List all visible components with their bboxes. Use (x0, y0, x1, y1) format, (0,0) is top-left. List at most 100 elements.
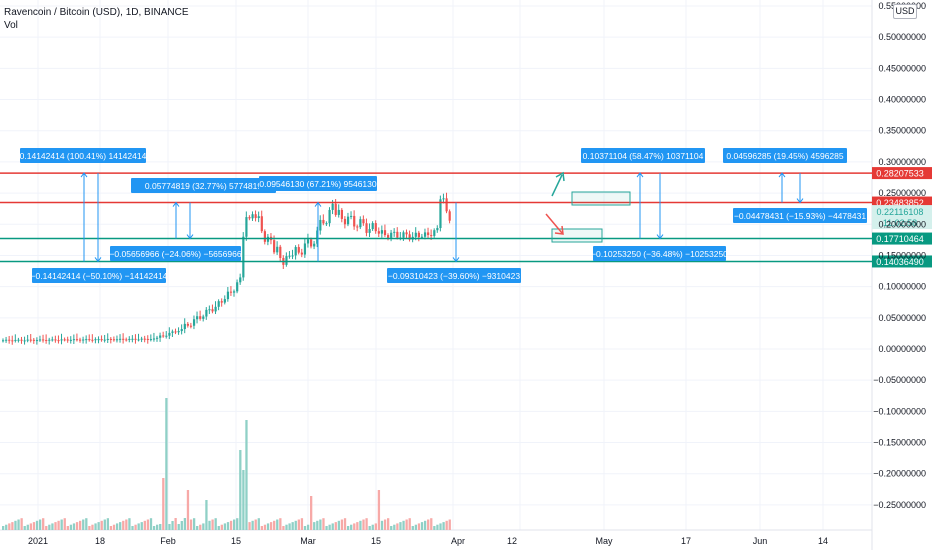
candle (51, 339, 54, 341)
candle (112, 339, 116, 341)
candle (180, 329, 183, 332)
time-tick-label: 2021 (28, 536, 48, 546)
time-tick-label: 15 (231, 536, 241, 546)
volume-bar (180, 521, 183, 530)
candle (343, 218, 347, 225)
currency-button[interactable]: USD (893, 4, 917, 19)
candle (20, 339, 23, 341)
measure-label: −0.04478431 (−15.93%) −4478431 (734, 211, 866, 221)
candle (189, 325, 193, 327)
candle (303, 243, 307, 255)
volume-bar (442, 522, 445, 530)
volume-bar (420, 522, 424, 530)
volume-bar (239, 450, 242, 530)
volume-bar (417, 523, 421, 530)
volume-bar (226, 522, 230, 530)
volume-bar (54, 522, 57, 530)
level-price-label: 0.17710464 (876, 234, 924, 244)
volume-bar (20, 518, 23, 530)
measure-label-box (593, 246, 726, 261)
level-price-label: 0.28207533 (876, 169, 924, 179)
candle (131, 338, 134, 340)
time-tick-label: 14 (818, 536, 828, 546)
candle (109, 338, 112, 340)
volume-bar (423, 520, 427, 530)
arrow-head (555, 171, 565, 182)
volume-bar (23, 526, 26, 530)
volume-bar (427, 519, 430, 530)
candle (356, 226, 359, 228)
volume-bar (2, 526, 5, 530)
arrow-head (656, 234, 664, 240)
measure-label: −0.09310423 (−39.60%) −9310423 (388, 271, 520, 281)
candle (143, 338, 146, 340)
candle (146, 338, 149, 340)
volume-bar (109, 526, 113, 530)
volume-bar (122, 520, 125, 530)
volume-bar (328, 524, 331, 530)
price-tick-label: 0.15000000 (878, 250, 926, 260)
volume-bar (202, 523, 205, 530)
candle (229, 291, 233, 293)
volume-bar (365, 518, 368, 530)
volume-bar (26, 524, 29, 530)
volume-bar (294, 520, 297, 530)
volume-bar (263, 524, 267, 530)
volume-bar (396, 523, 399, 530)
candle (276, 246, 279, 253)
volume-bar (430, 518, 433, 530)
level-price-label: 0.14036490 (876, 257, 924, 267)
volume-bar (411, 526, 414, 530)
arrow-head (80, 172, 88, 178)
price-tick-label: 0.10000000 (878, 282, 926, 292)
volume-bar (319, 519, 322, 530)
candle (149, 339, 153, 341)
candle (88, 339, 91, 341)
volume-bar (217, 526, 220, 530)
volume-bar (66, 526, 69, 530)
time-tick-label: 17 (681, 536, 691, 546)
candle (177, 331, 180, 333)
price-tick-label: 0.40000000 (878, 95, 926, 105)
candle (69, 339, 72, 341)
volume-bar (137, 523, 140, 530)
candle (420, 236, 424, 238)
candle (66, 339, 69, 341)
volume-bar (251, 520, 254, 530)
candle (168, 332, 171, 336)
volume-bar (8, 523, 11, 530)
candle (214, 306, 217, 312)
candle (183, 323, 186, 330)
volume-bar (331, 523, 334, 530)
volume-bar (380, 520, 384, 530)
volume-bar (383, 519, 387, 530)
time-tick-label: 18 (95, 536, 105, 546)
volume-bar (402, 520, 405, 530)
volume-bar (368, 526, 371, 530)
trend-arrow-up (551, 174, 563, 197)
volume-bar (134, 524, 137, 530)
candle (288, 255, 291, 257)
price-tick-label: 0.45000000 (878, 63, 926, 73)
candle (171, 331, 174, 333)
volume-bar (236, 518, 239, 530)
volume-bar (88, 526, 91, 530)
volume-bar (125, 519, 128, 530)
arrow-head (452, 257, 460, 263)
candle (294, 247, 297, 256)
candle (97, 339, 100, 341)
volume-bar (186, 490, 190, 530)
candle (402, 232, 405, 238)
symbol-title[interactable]: Ravencoin / Bitcoin (USD), 1D, BINANCE (4, 7, 189, 18)
volume-bar (439, 523, 442, 530)
candle (192, 319, 196, 326)
volume-bar (316, 520, 319, 530)
candle (417, 232, 420, 238)
volume-bar (48, 524, 51, 530)
volume-bar (356, 522, 359, 530)
candle (414, 232, 417, 237)
volume-bar (199, 524, 202, 530)
measure-label-box (387, 268, 521, 283)
volume-bar (223, 523, 227, 530)
